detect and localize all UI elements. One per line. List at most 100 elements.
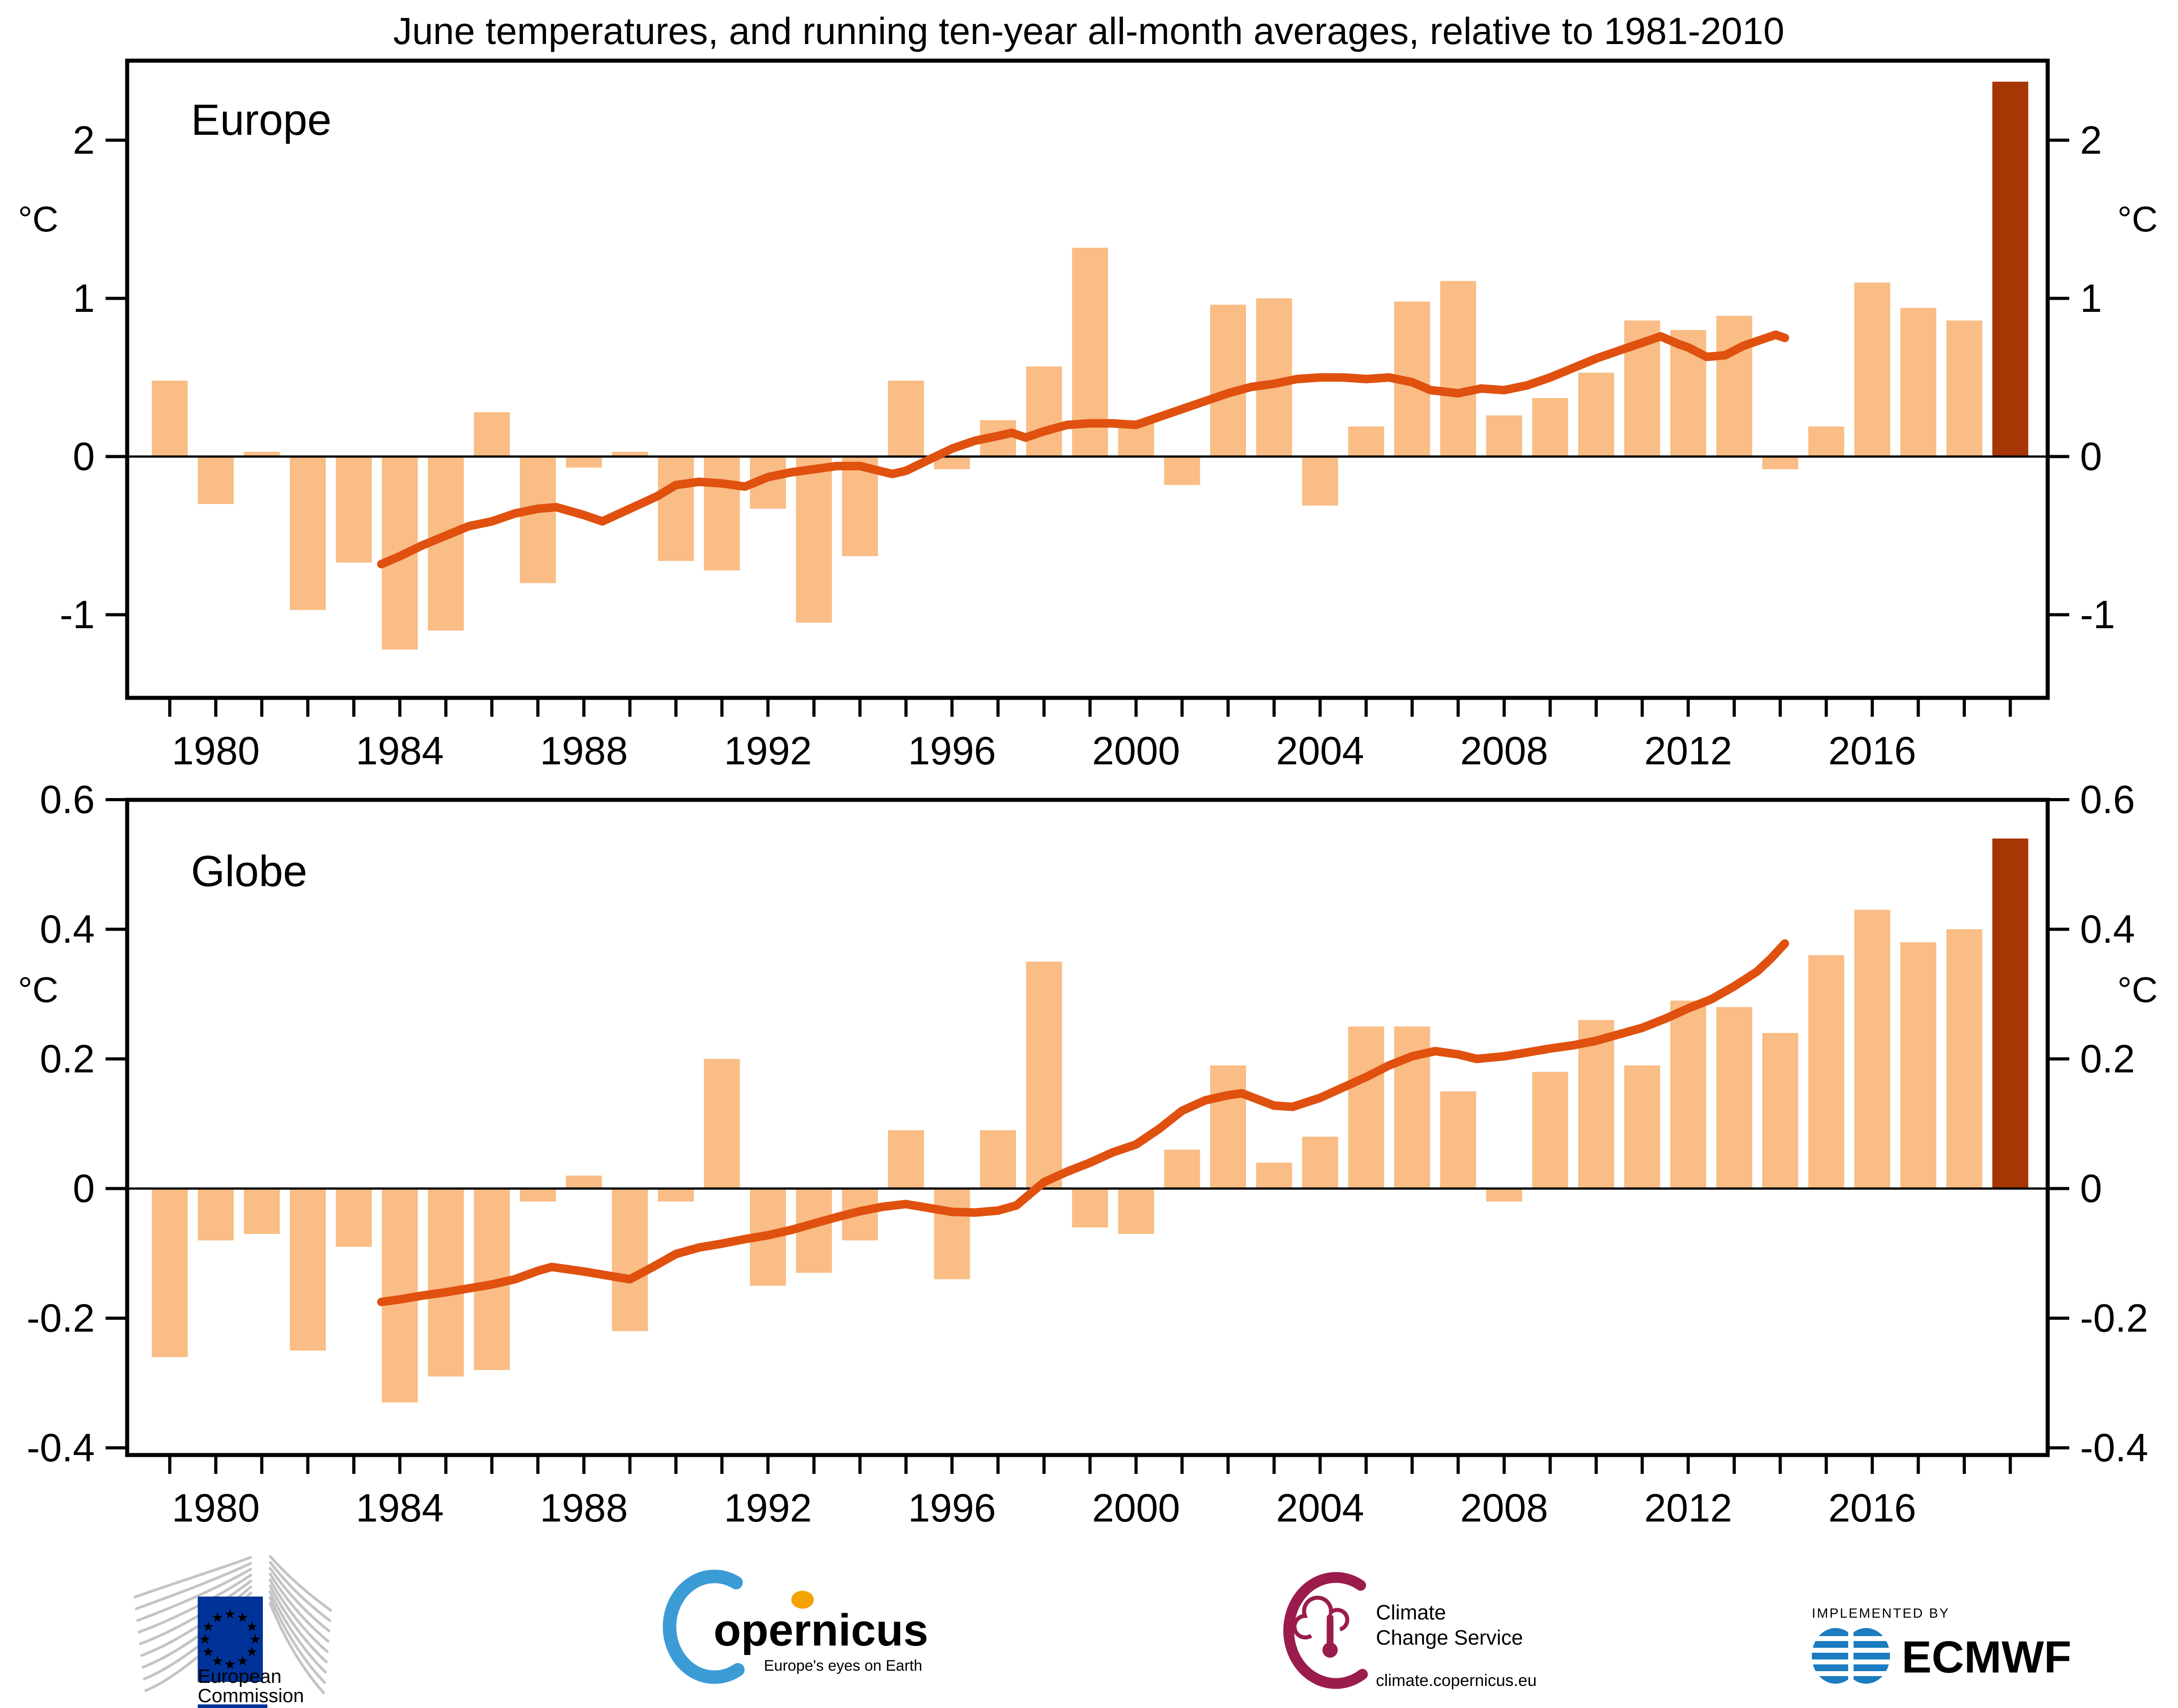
bar-2002 xyxy=(1210,305,1246,457)
x-tick-label-2008: 2008 xyxy=(1460,728,1548,773)
ec-building-stripes-icon xyxy=(133,1555,333,1695)
x-tick-label-1992: 1992 xyxy=(724,728,812,773)
ccs-url: climate.copernicus.eu xyxy=(1376,1671,1537,1690)
x-tick-label-1980: 1980 xyxy=(172,1486,260,1530)
y-tick-label-right: 0 xyxy=(2080,434,2102,479)
bar-2017 xyxy=(1900,942,1936,1189)
eu-flag-stars-icon: ★ ★★★★★★★★★★★ xyxy=(199,1607,262,1672)
bar-2018 xyxy=(1946,320,1983,457)
unit-label: °C xyxy=(18,199,58,239)
bar-1995 xyxy=(888,1130,924,1189)
y-tick-label-right: 0.6 xyxy=(2080,777,2135,822)
bar-1998 xyxy=(1026,366,1062,457)
bar-1995 xyxy=(888,381,924,457)
x-tick-label-1980: 1980 xyxy=(172,728,260,773)
ec-blue-bar xyxy=(198,1704,267,1708)
climate-change-service-logo: Climate Change Service climate.copernicu… xyxy=(1283,1572,1537,1690)
x-tick-label-2016: 2016 xyxy=(1828,1486,1916,1530)
bar-1989 xyxy=(612,1189,648,1331)
bar-2009 xyxy=(1532,398,1568,457)
bar-1983 xyxy=(336,1189,372,1247)
bar-1982 xyxy=(290,457,326,610)
eu-star-icon: ★ xyxy=(246,1619,258,1634)
ec-name-line2: Commission xyxy=(198,1685,304,1707)
bar-2005 xyxy=(1348,1026,1384,1189)
copernicus-logo: opernicus Europe's eyes on Earth xyxy=(663,1570,928,1684)
bar-1981 xyxy=(244,1189,280,1234)
plot-border xyxy=(125,58,2050,700)
y-axis-ticks: 0.6 0.6 0.4 0.4 0.2 0.2 0 0 -0.2 -0.2 -0.4 -0.4 xyxy=(27,777,2148,1470)
bar-1980 xyxy=(198,1189,234,1241)
bar-1986 xyxy=(474,412,510,457)
bar-2013 xyxy=(1716,315,1752,457)
x-tick-label-1992: 1992 xyxy=(724,1486,812,1530)
bar-2016 xyxy=(1854,282,1890,457)
bar-1998 xyxy=(1026,962,1062,1189)
bar-1999 xyxy=(1072,1189,1108,1228)
bar-1987 xyxy=(520,1189,556,1202)
x-tick-label-1988: 1988 xyxy=(540,728,628,773)
bar-2019 xyxy=(1992,81,2028,457)
eu-star-icon: ★ xyxy=(237,1654,249,1668)
bar-1991 xyxy=(704,457,740,571)
y-tick-label-right: 2 xyxy=(2080,118,2102,162)
eu-star-icon: ★ xyxy=(202,1619,214,1634)
y-tick-label-right: 0.2 xyxy=(2080,1037,2135,1081)
ccs-name-line1: Climate xyxy=(1376,1601,1446,1624)
chart-panel-globe: 0.6 0.6 0.4 0.4 0.2 0.2 0 0 -0.2 -0.2 -0.4 -0.4 1980… xyxy=(18,777,2158,1531)
bar-2011 xyxy=(1624,1065,1660,1189)
x-tick-label-1996: 1996 xyxy=(908,1486,996,1530)
bar-1993 xyxy=(796,457,832,623)
bar-2002 xyxy=(1210,1065,1246,1189)
ccs-c-icon xyxy=(1283,1572,1368,1689)
eu-star-icon: ★ xyxy=(212,1654,224,1668)
copernicus-sun-icon xyxy=(791,1591,814,1609)
ccs-cloud-icon xyxy=(1292,1596,1349,1640)
eu-star-icon: ★ xyxy=(224,1607,236,1622)
bar-2000 xyxy=(1118,1189,1154,1234)
ccs-name-line2: Change Service xyxy=(1376,1626,1523,1649)
x-tick-label-1988: 1988 xyxy=(540,1486,628,1530)
x-tick-label-2004: 2004 xyxy=(1276,728,1364,773)
panel-label-globe: Globe xyxy=(191,847,307,896)
charts: 2 2 1 1 0 0 -1 -1 1980 1984 1988 1992 1996 2000 2004 20… xyxy=(18,58,2158,1531)
eu-star-icon: ★ xyxy=(237,1610,249,1625)
chart-panel-europe: 2 2 1 1 0 0 -1 -1 1980 1984 1988 1992 1996 2000 2004 20… xyxy=(18,58,2158,773)
footer-logos: ★ ★★★★★★★★★★★ European Commission opernic… xyxy=(133,1555,2072,1708)
y-tick-label-left: 0.2 xyxy=(40,1037,95,1081)
x-tick-label-2004: 2004 xyxy=(1276,1486,1364,1530)
y-tick-label-left: 0.4 xyxy=(40,907,95,951)
copernicus-c-icon xyxy=(663,1570,745,1684)
eu-star-icon: ★ xyxy=(246,1645,258,1659)
y-axis-ticks: 2 2 1 1 0 0 -1 -1 xyxy=(60,118,2116,637)
bars xyxy=(151,81,2028,650)
bars xyxy=(151,838,2028,1403)
bar-2018 xyxy=(1946,929,1983,1189)
y-tick-label-left: 2 xyxy=(73,118,95,162)
bar-2007 xyxy=(1440,281,1476,457)
y-tick-label-right: -0.2 xyxy=(2080,1296,2148,1340)
bar-1996 xyxy=(934,1189,970,1279)
y-tick-label-left: 0 xyxy=(73,434,95,479)
unit-label: °C xyxy=(2117,199,2158,239)
ccs-thermometer-bulb-icon xyxy=(1322,1642,1338,1658)
bar-2015 xyxy=(1808,426,1845,457)
x-tick-label-2012: 2012 xyxy=(1644,728,1732,773)
ecmwf-logo: IMPLEMENTED BY ECMWF xyxy=(1802,1606,2072,1684)
ecmwf-brand: ECMWF xyxy=(1902,1632,2072,1682)
panel-label-europe: Europe xyxy=(191,95,332,144)
bar-2012 xyxy=(1670,1000,1706,1189)
bar-2008 xyxy=(1486,415,1522,457)
european-commission-logo: ★ ★★★★★★★★★★★ European Commission xyxy=(133,1555,333,1708)
bar-1979 xyxy=(151,381,188,457)
y-tick-label-left: 0 xyxy=(73,1166,95,1211)
bar-2017 xyxy=(1900,308,1936,457)
y-tick-label-right: 0.4 xyxy=(2080,907,2135,951)
x-tick-label-1984: 1984 xyxy=(356,728,444,773)
x-axis-ticks: 1980 1984 1988 1992 1996 2000 2004 2008 2012 2016 xyxy=(168,698,2012,773)
bar-2004 xyxy=(1302,457,1338,506)
bar-1982 xyxy=(290,1189,326,1351)
bar-2007 xyxy=(1440,1091,1476,1189)
x-tick-label-2000: 2000 xyxy=(1092,1486,1180,1530)
